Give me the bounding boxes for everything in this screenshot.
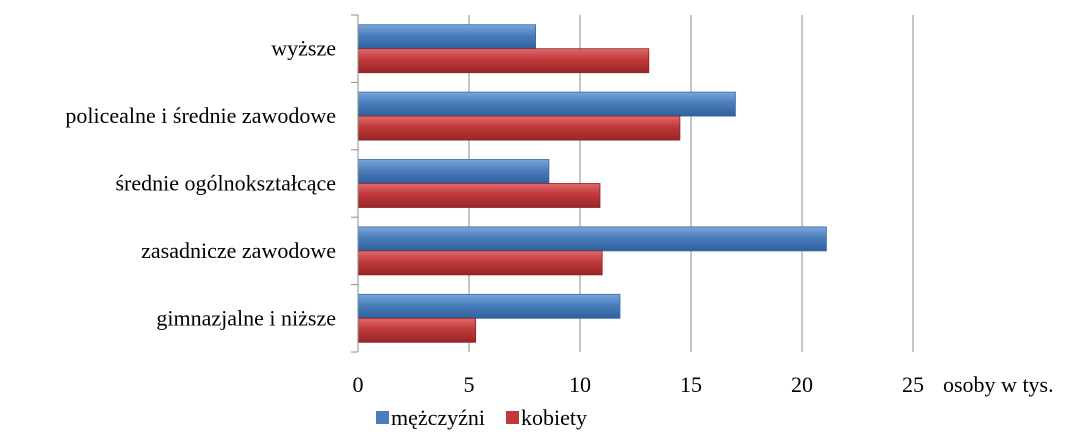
- bar-kobiety: [357, 48, 650, 74]
- x-tick-label: 25: [902, 372, 924, 397]
- labels: 0 5 10 15 20 25 wyższe policealne i średnie zaw…: [65, 36, 924, 397]
- bar-kobiety: [357, 183, 601, 208]
- bar-kobiety: [357, 250, 603, 276]
- bars: [357, 24, 827, 343]
- legend-swatch: [376, 411, 389, 424]
- bar-mezczyzni: [357, 159, 550, 184]
- legend: mężczyźni kobiety: [376, 405, 587, 430]
- x-tick-label: 15: [680, 372, 702, 397]
- legend-label: kobiety: [521, 405, 587, 430]
- x-tick-label: 10: [569, 372, 591, 397]
- category-label: średnie ogólnokształcące: [115, 171, 336, 196]
- bar-mezczyzni: [357, 226, 827, 252]
- bar-kobiety: [357, 115, 681, 141]
- x-tick-label: 0: [353, 372, 364, 397]
- x-axis-label: osoby w tys.: [943, 372, 1054, 397]
- x-tick-label: 5: [464, 372, 475, 397]
- axes: [351, 14, 359, 353]
- bar-mezczyzni: [357, 24, 537, 50]
- x-tick-label: 20: [791, 372, 813, 397]
- category-label: gimnazjalne i niższe: [156, 305, 336, 330]
- bar-mezczyzni: [357, 293, 621, 319]
- category-label: policealne i średnie zawodowe: [65, 103, 336, 128]
- legend-swatch: [506, 411, 519, 424]
- category-label: zasadnicze zawodowe: [141, 238, 336, 263]
- bar-kobiety: [357, 317, 477, 343]
- legend-label: mężczyźni: [391, 405, 485, 430]
- category-label: wyższe: [271, 36, 336, 61]
- bar-mezczyzni: [357, 91, 736, 117]
